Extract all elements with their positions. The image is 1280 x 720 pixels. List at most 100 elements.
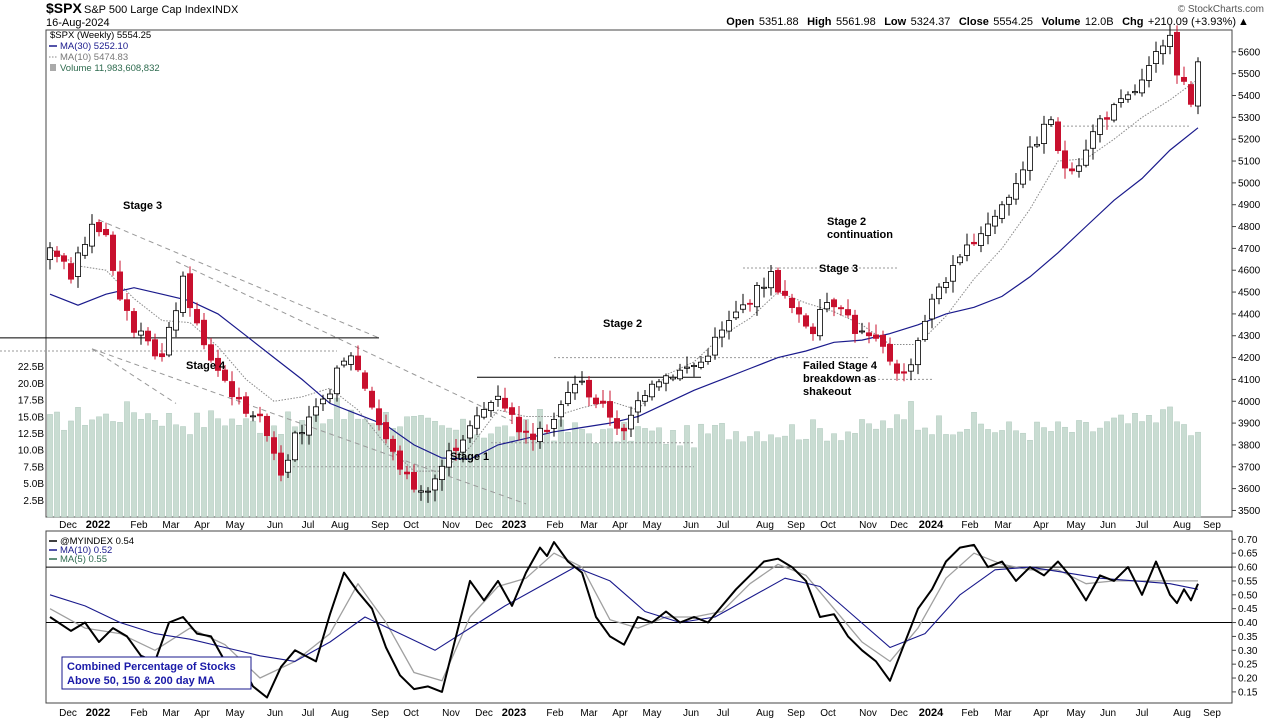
volume-bar <box>166 413 172 518</box>
x-tick-label: Apr <box>1033 520 1049 531</box>
candle-body <box>1006 196 1013 205</box>
candle <box>530 422 537 451</box>
candle-body <box>922 320 929 340</box>
candle <box>1048 116 1055 127</box>
volume-bar <box>810 419 816 518</box>
candle <box>319 394 326 412</box>
candle-body <box>89 223 96 247</box>
candle <box>312 398 319 422</box>
volume-bar <box>586 433 592 518</box>
x-tick-label: Aug <box>756 708 774 719</box>
x-tick-label: Aug <box>756 520 774 531</box>
annotation-line: Stage 4 <box>186 360 226 372</box>
candle <box>340 357 347 368</box>
candle-body <box>270 437 277 454</box>
volume-bar <box>824 440 830 518</box>
volume-bar <box>978 423 984 518</box>
x-tick-label: Jun <box>683 708 699 719</box>
candle-body <box>803 315 810 327</box>
candle-body <box>382 422 389 440</box>
x-tick-label: Oct <box>403 708 419 719</box>
candle-body <box>628 414 635 430</box>
candle <box>1160 39 1167 65</box>
candle-body <box>852 314 859 334</box>
candle <box>333 365 340 402</box>
volume-bar <box>1006 421 1012 518</box>
volume-bar <box>355 418 361 518</box>
candle-body <box>726 320 733 332</box>
volume-bar <box>348 409 354 518</box>
volume-bar <box>292 426 298 518</box>
candle-body <box>452 447 459 451</box>
x-tick-label: Sep <box>787 708 805 719</box>
candle-body <box>712 336 719 356</box>
candle <box>964 233 971 262</box>
indicator-tick-label: 0.65 <box>1238 549 1258 560</box>
x-tick-label: Mar <box>580 708 598 719</box>
candle-body <box>747 302 754 305</box>
candle-body <box>733 311 740 319</box>
volume-bar <box>257 432 263 518</box>
volume-bar <box>992 432 998 518</box>
volume-tick-label: 20.0B <box>18 379 44 390</box>
x-tick-label: 2022 <box>86 707 110 719</box>
volume-bar <box>194 412 200 518</box>
volume-bar <box>89 419 95 518</box>
price-tick-label: 5000 <box>1238 178 1261 189</box>
candle-body <box>396 450 403 470</box>
x-tick-label: Jun <box>267 708 283 719</box>
candle <box>494 385 501 407</box>
candle-body <box>1062 150 1069 169</box>
indicator-tick-label: 0.15 <box>1238 687 1258 698</box>
candle <box>782 280 789 299</box>
volume-bar <box>432 421 438 518</box>
volume-bar <box>747 436 753 518</box>
candle <box>68 257 75 284</box>
volume-bar <box>1055 421 1061 518</box>
candle <box>670 374 677 382</box>
volume-bar <box>929 434 935 518</box>
candle <box>144 327 151 346</box>
candle <box>880 330 887 354</box>
volume-bar <box>390 428 396 518</box>
price-tick-label: 3800 <box>1238 440 1261 451</box>
candle <box>565 381 572 407</box>
x-tick-label: Jul <box>717 708 730 719</box>
volume-bar <box>502 425 508 518</box>
candle <box>1181 66 1188 85</box>
candle <box>733 300 740 320</box>
x-tick-label: Mar <box>162 708 180 719</box>
volume-bar <box>271 425 277 518</box>
volume-bar <box>75 407 81 518</box>
volume-bar <box>936 415 942 518</box>
candle <box>179 271 186 317</box>
volume-bar <box>705 433 711 518</box>
volume-bar <box>551 440 557 518</box>
candle-body <box>593 397 600 405</box>
candle <box>1083 139 1090 168</box>
x-tick-label: Dec <box>890 708 908 719</box>
candle-body <box>789 297 796 308</box>
candle <box>943 277 950 294</box>
candle-body <box>263 415 270 437</box>
x-tick-label: May <box>643 520 662 531</box>
candle-body <box>999 204 1006 219</box>
candle <box>831 297 838 317</box>
candle <box>803 313 810 329</box>
annotation-line: Stage 2 <box>827 216 866 228</box>
candle-body <box>207 344 214 361</box>
candle <box>607 390 614 426</box>
volume-bar <box>1027 440 1033 518</box>
candle-body <box>459 439 466 453</box>
candle <box>263 413 270 442</box>
moving-averages <box>49 78 1199 472</box>
candle <box>817 299 824 341</box>
candle <box>999 201 1006 224</box>
candle-body <box>614 418 621 429</box>
candle-body <box>978 233 985 246</box>
indicator-box-line1: Combined Percentage of Stocks <box>67 661 236 673</box>
volume-bar <box>775 437 781 518</box>
candle <box>417 485 424 501</box>
candle <box>1167 24 1174 55</box>
volume-bar <box>908 401 914 518</box>
